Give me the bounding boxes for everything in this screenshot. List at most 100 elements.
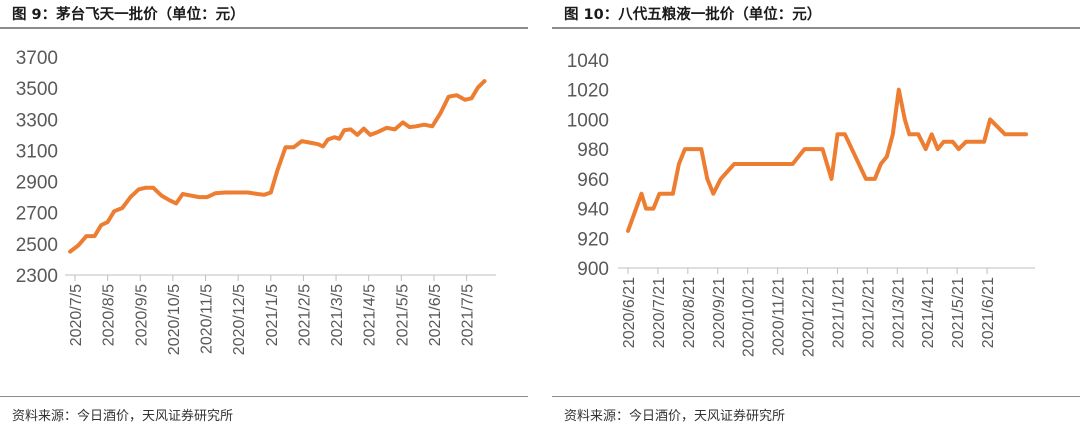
data-point <box>343 129 346 132</box>
y-tick-label: 2300 <box>16 266 58 287</box>
x-tick-label: 2021/1/21 <box>830 277 847 348</box>
data-point <box>85 235 88 238</box>
data-point <box>246 191 249 194</box>
data-point <box>181 193 184 196</box>
data-point <box>879 163 882 166</box>
data-point <box>483 80 486 83</box>
data-point <box>237 191 240 194</box>
title-divider <box>0 27 528 29</box>
x-tick-label: 2020/6/21 <box>621 277 638 348</box>
data-point <box>1025 133 1028 136</box>
x-tick-label: 2020/7/21 <box>651 277 668 348</box>
data-point <box>936 148 939 151</box>
data-point <box>144 186 147 189</box>
chart-source: 资料来源：今日酒价，天风证券研究所 <box>564 409 786 424</box>
data-point <box>989 118 992 121</box>
y-tick-label: 2700 <box>16 204 58 225</box>
data-point <box>206 196 209 199</box>
x-tick-label: 2020/12/21 <box>801 277 818 357</box>
data-point <box>276 169 279 172</box>
y-tick-label: 920 <box>577 229 609 250</box>
title-divider <box>552 27 1080 29</box>
data-point <box>160 194 163 197</box>
data-point <box>658 192 661 195</box>
data-point <box>121 207 124 210</box>
data-point <box>930 133 933 136</box>
data-point <box>77 244 80 247</box>
data-point <box>671 192 674 195</box>
y-tick-label: 980 <box>577 140 609 161</box>
data-point <box>377 130 380 133</box>
data-point <box>224 191 227 194</box>
data-point <box>836 133 839 136</box>
data-point <box>477 86 480 89</box>
data-point <box>423 123 426 126</box>
x-tick-label: 2020/12/5 <box>231 284 248 355</box>
data-point <box>803 148 806 151</box>
data-point <box>256 193 259 196</box>
y-tick-label: 1020 <box>567 81 609 102</box>
y-tick-label: 900 <box>577 259 609 280</box>
chart-title: 图 9：茅台飞天一批价（单位：元） <box>12 7 245 23</box>
data-point <box>470 97 473 100</box>
x-tick-label: 2021/3/21 <box>890 277 907 348</box>
data-point <box>843 133 846 136</box>
data-point <box>269 191 272 194</box>
data-point <box>393 128 396 131</box>
x-tick-label: 2021/2/21 <box>860 277 877 348</box>
x-tick-label: 2021/4/5 <box>362 284 379 346</box>
data-point <box>415 125 418 128</box>
y-tick-label: 940 <box>577 200 609 221</box>
x-tick-label: 2021/3/5 <box>329 284 346 346</box>
chart-panel-wuliangye: 图 10：八代五粮液一批价（单位：元） 900 920 940 960 980 1000 1… <box>552 0 1080 428</box>
data-point <box>333 136 336 139</box>
data-point <box>93 235 96 238</box>
data-point <box>362 127 365 130</box>
data-point <box>821 148 824 151</box>
data-point <box>719 177 722 180</box>
data-point <box>908 133 911 136</box>
data-point <box>214 192 217 195</box>
data-point <box>974 140 977 143</box>
data-point <box>897 88 900 91</box>
data-point <box>439 112 442 115</box>
data-point <box>369 133 372 136</box>
data-point <box>447 95 450 98</box>
y-tick-label: 3100 <box>16 141 58 162</box>
data-point <box>168 199 171 202</box>
data-point <box>129 196 132 199</box>
data-point <box>263 193 266 196</box>
source-divider <box>0 396 528 397</box>
price-series-line <box>68 79 487 254</box>
y-tick-label: 3700 <box>16 48 58 69</box>
x-tick-label: 2020/10/21 <box>741 277 758 357</box>
data-point <box>924 148 927 151</box>
chart-title: 图 10：八代五粮液一批价（单位：元） <box>564 7 822 23</box>
data-point <box>864 177 867 180</box>
data-point <box>677 163 680 166</box>
data-point <box>385 126 388 129</box>
data-point <box>300 140 303 143</box>
data-point <box>965 140 968 143</box>
data-point <box>189 194 192 197</box>
y-tick-label: 3500 <box>16 79 58 100</box>
data-point <box>1016 133 1019 136</box>
data-point <box>106 221 109 224</box>
data-point <box>152 186 155 189</box>
data-point <box>455 94 458 97</box>
data-point <box>349 128 352 131</box>
data-point <box>308 141 311 144</box>
data-point <box>284 146 287 149</box>
data-point <box>700 148 703 151</box>
y-tick-label: 3300 <box>16 110 58 131</box>
data-point <box>69 250 72 253</box>
x-tick-label: 2020/8/21 <box>681 277 698 348</box>
y-tick-label: 1040 <box>567 51 609 72</box>
data-point <box>891 133 894 136</box>
data-point <box>338 137 341 140</box>
data-point <box>408 126 411 129</box>
x-tick-label: 2021/6/5 <box>427 284 444 346</box>
data-point <box>322 145 325 148</box>
chart-panel-maotai: 图 9：茅台飞天一批价（单位：元） 2300 2500 2700 2900 3100 33… <box>0 0 528 428</box>
x-tick-label: 2020/11/21 <box>771 277 788 356</box>
